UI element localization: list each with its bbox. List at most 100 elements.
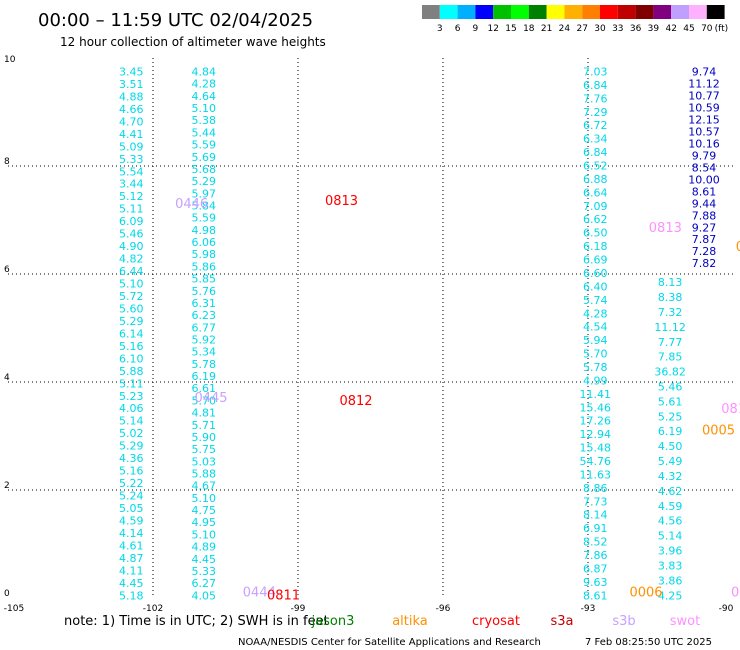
wave-height-value: 4.14 (119, 527, 144, 540)
wave-height-value: 5.90 (192, 431, 217, 444)
wave-height-value: 7.03 (583, 66, 608, 79)
wave-height-value: 8.61 (583, 589, 608, 602)
color-swatch (582, 5, 600, 19)
color-swatch (422, 5, 440, 19)
wave-height-value: 4.82 (119, 253, 144, 266)
wave-height-value: 4.41 (119, 128, 144, 141)
wave-height-value: 6.44 (119, 265, 144, 278)
wave-height-value: 6.52 (583, 160, 608, 173)
pass-label: 0812 (339, 394, 372, 409)
wave-height-value: 4.75 (192, 504, 217, 517)
footer-timestamp: 7 Feb 08:25:50 UTC 2025 (585, 637, 712, 648)
chart-title: 00:00 – 11:59 UTC 02/04/2025 (38, 10, 313, 31)
color-scale-tick: 18 (523, 24, 535, 34)
satellite-legend: jason3 altika cryosat s3a s3b swot (311, 614, 701, 629)
wave-height-value: 5.72 (119, 290, 144, 303)
color-scale-tick: 12 (487, 24, 498, 34)
y-tick-label: 0 (4, 589, 10, 599)
wave-height-value: 12.15 (688, 113, 720, 126)
wave-height-value: 5.94 (583, 334, 608, 347)
color-scale-tick: 33 (612, 24, 623, 34)
wave-height-value: 6.40 (583, 280, 608, 293)
wave-height-value: 6.23 (192, 309, 217, 322)
wave-height-value: 12.94 (580, 428, 612, 441)
satellite-legend-item: cryosat (472, 614, 520, 629)
wave-height-value: 5.69 (192, 151, 217, 164)
wave-height-value: 5.59 (192, 139, 217, 152)
color-swatch (653, 5, 672, 19)
wave-height-value: 4.28 (192, 78, 217, 91)
wave-height-value: 5.05 (119, 502, 144, 515)
wave-height-value: 8.61 (692, 185, 717, 198)
color-scale-tick: 39 (648, 24, 660, 34)
wave-height-value: 4.45 (119, 577, 144, 590)
wave-height-value: 7.76 (583, 92, 608, 105)
x-tick-label: -99 (291, 604, 306, 614)
wave-height-value: 9.63 (583, 576, 608, 589)
color-swatch (564, 5, 583, 19)
wave-height-value: 5.10 (192, 102, 217, 115)
color-scale-tick: 70 (701, 24, 713, 34)
pass-label: 0813 (325, 194, 358, 209)
wave-height-value: 8.52 (583, 536, 608, 549)
y-tick-label: 2 (4, 481, 10, 491)
wave-height-value: 4.81 (192, 407, 217, 420)
wave-height-value: 6.19 (192, 370, 217, 383)
wave-height-value: 3.86 (658, 574, 683, 587)
wave-height-value: 6.60 (583, 267, 608, 280)
wave-height-value: 11.41 (580, 388, 612, 401)
wave-height-value: 4.84 (192, 66, 217, 79)
wave-height-value: 5.25 (658, 410, 683, 423)
wave-height-value: 36.82 (654, 366, 686, 379)
wave-height-value: 5.22 (119, 477, 144, 490)
pass-label: 0006 (629, 586, 662, 601)
pass-label: 0005 (702, 424, 735, 439)
wave-height-value: 4.67 (192, 480, 217, 493)
wave-height-value: 4.87 (119, 552, 144, 565)
wave-height-value: 5.23 (119, 390, 144, 403)
wave-height-value: 9.44 (692, 197, 717, 210)
wave-height-value: 7.85 (658, 351, 683, 364)
wave-height-value: 5.02 (119, 427, 144, 440)
wave-height-tracks: 3.453.514.884.664.704.415.095.335.543.44… (119, 66, 720, 603)
wave-height-value: 4.59 (658, 500, 683, 513)
satellite-legend-item: swot (670, 614, 700, 629)
wave-height-value: 4.66 (119, 103, 144, 116)
wave-height-value: 6.69 (583, 254, 608, 267)
color-scale-tick: 3 (437, 24, 443, 34)
wave-height-value: 8.54 (692, 161, 717, 174)
wave-height-value: 7.86 (583, 549, 608, 562)
wave-height-value: 5.71 (192, 419, 217, 432)
wave-height-value: 7.32 (658, 306, 683, 319)
wave-height-value: 6.72 (583, 119, 608, 132)
wave-height-value: 6.64 (583, 186, 608, 199)
wave-height-value: 6.18 (583, 240, 608, 253)
wave-height-value: 4.32 (658, 470, 683, 483)
wave-height-value: 10.59 (688, 101, 720, 114)
wave-height-value: 4.98 (192, 224, 217, 237)
color-swatch (475, 5, 494, 19)
wave-height-value: 6.06 (192, 236, 217, 249)
x-tick-label: -93 (581, 604, 596, 614)
wave-height-value: 5.78 (583, 361, 608, 374)
wave-height-value: 7.29 (583, 106, 608, 119)
wave-height-value: 5.78 (192, 358, 217, 371)
wave-height-value: 5.75 (192, 443, 217, 456)
wave-height-value: 5.76 (192, 285, 217, 298)
wave-height-value: 3.83 (658, 559, 683, 572)
wave-height-value: 5.46 (119, 228, 144, 241)
wave-height-value: 4.50 (658, 440, 683, 453)
wave-height-value: 4.11 (119, 564, 144, 577)
wave-height-value: 4.61 (119, 539, 144, 552)
wave-height-value: 6.34 (583, 133, 608, 146)
wave-height-value: 6.27 (192, 577, 217, 590)
wave-height-value: 5.10 (192, 528, 217, 541)
wave-height-value: 5.46 (658, 381, 683, 394)
wave-height-value: 6.10 (119, 352, 144, 365)
pass-label: 0815 (721, 402, 740, 417)
wave-height-value: 4.90 (119, 240, 144, 253)
wave-height-value: 11.12 (654, 321, 686, 334)
wave-height-value: 4.99 (583, 374, 608, 387)
wave-height-value: 4.28 (583, 307, 608, 320)
wave-height-value: 10.00 (688, 173, 720, 186)
